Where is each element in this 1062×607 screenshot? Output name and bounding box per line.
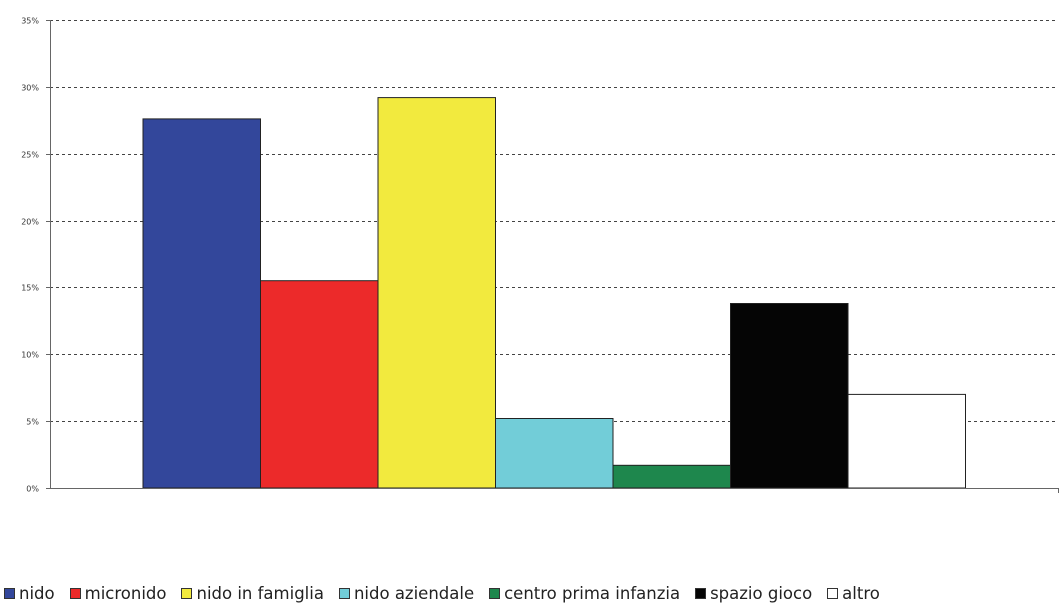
legend-label: centro prima infanzia <box>504 584 681 603</box>
y-tick-label: 35% <box>21 17 39 26</box>
legend-label: spazio gioco <box>710 584 813 603</box>
legend-item: centro prima infanzia <box>489 584 680 603</box>
y-tick-label: 30% <box>21 84 39 93</box>
bar-nido <box>142 118 261 489</box>
legend: nido micronido nido in famiglia nido aziend… <box>4 584 1062 603</box>
legend-label: nido in famiglia <box>196 584 324 603</box>
bars <box>142 97 966 489</box>
bar-nido-aziendale <box>495 418 614 489</box>
bar-nido-in-famiglia <box>377 97 496 489</box>
legend-item: altro <box>827 584 880 603</box>
legend-item: nido <box>4 584 55 603</box>
legend-label: nido <box>19 584 55 603</box>
y-tick-labels: 0% 5% 10% 15% 20% 25% 30% 35% <box>21 17 39 494</box>
bar-micronido <box>260 280 379 489</box>
y-tick-label: 0% <box>26 485 39 494</box>
y-tick-label: 10% <box>21 351 39 360</box>
bar-spazio-gioco <box>730 303 849 489</box>
legend-item: spazio gioco <box>695 584 812 603</box>
legend-label: micronido <box>84 584 167 603</box>
bar-altro <box>847 393 966 489</box>
y-tick-label: 5% <box>26 418 39 427</box>
legend-item: micronido <box>69 584 167 603</box>
chart: 0% 5% 10% 15% 20% 25% 30% 35% <box>21 17 1059 494</box>
legend-swatch <box>695 588 707 599</box>
bar-centro-prima-infanzia <box>612 464 731 489</box>
legend-swatch <box>338 588 350 599</box>
legend-label: nido aziendale <box>353 584 475 603</box>
legend-swatch <box>827 588 839 599</box>
y-tick-label: 25% <box>21 151 39 160</box>
y-tick-label: 15% <box>21 284 39 293</box>
y-tick-label: 20% <box>21 218 39 227</box>
axes <box>50 20 1059 493</box>
legend-swatch <box>4 588 15 599</box>
legend-item: nido in famiglia <box>181 584 324 603</box>
legend-label: altro <box>842 584 880 603</box>
legend-swatch <box>69 588 81 599</box>
legend-item: nido aziendale <box>338 584 475 603</box>
legend-swatch <box>489 588 501 599</box>
legend-swatch <box>181 588 193 599</box>
